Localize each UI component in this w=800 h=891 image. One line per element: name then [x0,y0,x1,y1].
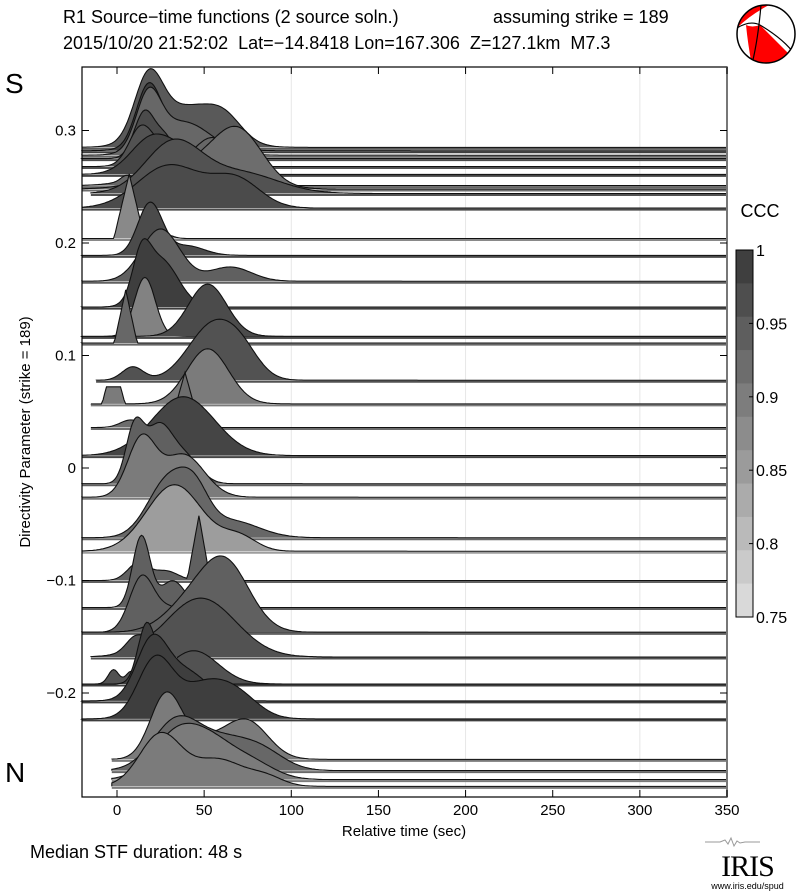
colorbar-label: CCC [741,201,780,221]
strike-text: assuming strike = 189 [493,7,669,27]
x-tick-label: 300 [627,802,652,819]
trace-line-24 [81,484,727,552]
trace-fill-29 [90,598,728,657]
colorbar-step [736,283,753,318]
trace-line-18 [90,348,727,405]
south-label: S [5,68,24,99]
colorbar-step [736,516,753,551]
trace-fill-35 [111,715,728,771]
colorbar-tick-label: 1 [756,243,765,260]
y-tick-label: −0.1 [46,573,76,590]
iris-logo: IRIS www.iris.edu/spud [700,835,795,891]
colorbar: 1 0.95 0.9 0.85 0.8 0.75 [735,243,787,627]
north-label: N [5,757,26,788]
trace-line-2 [80,86,727,156]
colorbar-step [736,483,753,518]
colorbar-step [736,450,753,485]
y-axis-label: Directivity Parameter (strike = 189) [17,316,34,547]
x-axis-label: Relative time (sec) [342,823,466,840]
beachball-compression-2 [746,25,795,63]
colorbar-frame [735,249,754,618]
colorbar-step [736,350,753,384]
trace-fill-8 [90,139,728,194]
colorbar-tick-label: 0.8 [756,537,778,554]
x-tick-label: 50 [196,802,213,819]
trace-group [80,68,728,789]
trace-fill-18 [90,348,728,404]
trace-line-12 [80,228,727,282]
chart-title: R1 Source−time functions (2 source soln.… [63,7,399,27]
trace-line-28 [80,555,727,633]
trace-line-0 [81,68,727,148]
x-tick-label: 250 [540,802,565,819]
y-axis: 0.3 0.2 0.1 0 −0.1 −0.2 [46,123,727,702]
trace-line-29 [90,597,727,658]
median-duration: Median STF duration: 48 s [30,842,243,862]
trace-fill-9 [82,164,728,209]
colorbar-step [736,250,753,284]
trace-line-16 [80,289,727,344]
trace-fill-36 [111,723,728,780]
trace-fill-24 [82,484,728,552]
trace-line-37 [111,731,727,787]
colorbar-tick-label: 0.9 [756,390,778,407]
trace-fill-34 [111,691,728,760]
trace-fill-33 [82,655,728,719]
plot-frame [81,66,728,798]
colorbar-step [736,583,753,618]
trace-line-35 [111,715,727,772]
colorbar-step [736,316,753,351]
trace-line-22 [80,433,727,498]
trace-line-32 [80,633,727,702]
trace-fill-14 [82,277,728,337]
x-tick-label: 100 [279,802,304,819]
beachball-icon [736,4,796,64]
y-tick-label: 0 [68,460,76,477]
seismogram-icon [705,836,760,848]
x-tick-label: 0 [113,802,121,819]
colorbar-tick-label: 0.95 [756,316,787,333]
trace-line-9 [81,164,727,209]
colorbar-tick-label: 0.75 [756,610,787,627]
trace-line-11 [80,201,727,256]
trace-fill-15 [82,284,728,337]
trace-line-36 [111,722,727,781]
trace-line-13 [80,238,727,308]
y-tick-label: 0.1 [55,348,76,365]
trace-line-20 [81,396,727,457]
x-tick-label: 150 [366,802,391,819]
trace-fill-17 [96,319,728,381]
trace-line-8 [90,138,727,195]
trace-line-21 [80,416,727,485]
trace-line-10 [82,173,727,240]
trace-fill-28 [82,555,728,633]
colorbar-step [736,416,753,451]
trace-line-33 [80,654,727,720]
y-tick-label: 0.2 [55,235,76,252]
trace-line-17 [95,318,727,381]
y-tick-label: −0.2 [46,685,76,702]
x-tick-label: 350 [714,802,739,819]
trace-line-25 [82,515,727,582]
x-axis: 0 50 100 150 200 250 300 350 [113,67,740,819]
iris-logo-word: IRIS [721,850,775,883]
trace-line-15 [80,283,727,337]
y-tick-label: 0.3 [55,123,76,140]
event-info: 2015/10/20 21:52:02 Lat=−14.8418 Lon=167… [63,33,611,53]
colorbar-step [736,383,753,418]
iris-logo-url: www.iris.edu/spud [711,881,784,891]
x-tick-label: 200 [453,802,478,819]
colorbar-tick-label: 0.85 [756,463,787,480]
trace-fill-22 [82,433,728,498]
trace-line-23 [80,466,727,539]
colorbar-step [736,550,753,585]
